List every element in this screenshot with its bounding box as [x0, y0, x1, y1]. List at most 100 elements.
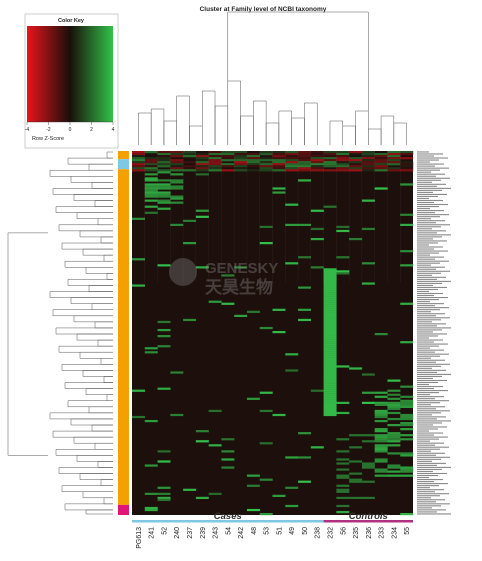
row-label-mark — [417, 493, 449, 495]
row-label-mark — [417, 268, 436, 270]
heatmap-cell — [336, 458, 350, 461]
row-label-mark — [417, 341, 434, 343]
heatmap-cell — [221, 165, 235, 168]
heatmap-cell — [336, 167, 350, 170]
heatmap-cell — [195, 496, 209, 500]
heatmap-cell — [323, 308, 337, 311]
heatmap-cell — [234, 155, 248, 158]
row-label-mark — [417, 242, 438, 244]
heatmap-cell — [323, 284, 337, 287]
heatmap-cell — [272, 330, 286, 334]
row-label-mark — [417, 489, 444, 491]
heatmap-cell — [349, 167, 363, 170]
row-label-mark — [417, 424, 433, 426]
heatmap-cell — [298, 157, 312, 160]
row-label-mark — [417, 394, 430, 396]
heatmap-cell — [387, 464, 401, 467]
heatmap-cell — [144, 179, 158, 182]
heatmap-cell — [374, 415, 388, 419]
row-label-mark — [417, 266, 445, 268]
row-label-mark — [417, 450, 431, 452]
heatmap-cell — [310, 163, 324, 166]
heatmap-cell — [374, 434, 388, 437]
heatmap-cell — [361, 155, 375, 158]
row-side-colors — [118, 151, 129, 515]
heatmap-cell — [144, 347, 158, 350]
heatmap-cell — [323, 375, 337, 378]
heatmap-cell — [323, 157, 337, 160]
heatmap-cell — [400, 169, 414, 172]
heatmap-cell — [387, 474, 401, 477]
heatmap-cell — [400, 438, 414, 441]
heatmap-cell — [285, 167, 299, 170]
heatmap-cell — [323, 314, 337, 318]
heatmap-cell — [170, 165, 184, 168]
heatmap-cell — [336, 157, 350, 160]
heatmap-cell — [157, 179, 171, 182]
heatmap-cell — [170, 223, 184, 227]
row-label-mark — [417, 410, 450, 412]
row-label-mark — [417, 232, 437, 234]
row-label-mark — [417, 248, 434, 250]
row-label-mark — [417, 272, 441, 274]
heatmap-cell — [195, 430, 209, 433]
column-label: 241 — [149, 527, 156, 539]
row-label-mark — [417, 252, 439, 254]
heatmap-cell — [336, 229, 350, 233]
heatmap-cell — [183, 318, 197, 322]
heatmap-cell — [259, 169, 273, 172]
heatmap-cell — [349, 478, 363, 481]
heatmap-cell — [323, 403, 337, 406]
heatmap-cell — [387, 432, 401, 435]
row-label-mark — [417, 430, 429, 432]
row-label-mark — [417, 216, 440, 218]
heatmap-cell — [157, 193, 171, 196]
row-label-mark — [417, 483, 448, 485]
row-label-mark — [417, 195, 438, 198]
heatmap-cell — [157, 335, 171, 338]
heatmap-cell — [310, 167, 324, 170]
heatmap-cell — [400, 157, 414, 160]
heatmap-cell — [374, 470, 388, 473]
heatmap-cell — [246, 310, 260, 313]
heatmap-cell — [170, 187, 184, 190]
heatmap-cell — [195, 165, 209, 168]
heatmap-cell — [323, 391, 337, 394]
row-label-mark — [417, 333, 447, 335]
heatmap-cell — [374, 391, 388, 394]
color-key-title: Color Key — [58, 18, 85, 24]
heatmap-cell — [298, 161, 312, 164]
heatmap-cell — [144, 419, 158, 423]
heatmap-cell — [349, 169, 363, 172]
column-label: 50 — [302, 527, 309, 535]
row-label-mark — [417, 432, 443, 434]
heatmap-cell — [298, 155, 312, 158]
heatmap-cell — [170, 195, 184, 198]
column-label: 56 — [340, 527, 347, 535]
column-label: 238 — [315, 527, 322, 539]
heatmap-cell — [387, 444, 401, 447]
row-label-mark — [417, 309, 440, 311]
heatmap-cell — [336, 161, 350, 164]
heatmap-cell — [387, 411, 401, 415]
heatmap-cell — [246, 397, 260, 400]
heatmap-cell — [170, 163, 184, 166]
heatmap-cell — [323, 389, 337, 392]
heatmap-cell — [323, 288, 337, 291]
row-label-mark — [417, 353, 449, 355]
heatmap-cell — [195, 153, 209, 156]
heatmap-cell — [234, 151, 248, 154]
heatmap-cell — [323, 337, 337, 340]
heatmap-cell — [323, 274, 337, 277]
heatmap-cell — [208, 155, 222, 158]
heatmap-cell — [387, 155, 401, 158]
row-label-mark — [417, 294, 434, 297]
row-label-mark — [417, 381, 438, 384]
heatmap-cell — [246, 165, 260, 168]
heatmap-cell — [144, 187, 158, 190]
heatmap-cell — [323, 306, 337, 309]
heatmap-cell — [323, 367, 337, 370]
heatmap-cell — [157, 201, 171, 204]
heatmap-cell — [144, 193, 158, 196]
heatmap-cell — [195, 167, 209, 170]
